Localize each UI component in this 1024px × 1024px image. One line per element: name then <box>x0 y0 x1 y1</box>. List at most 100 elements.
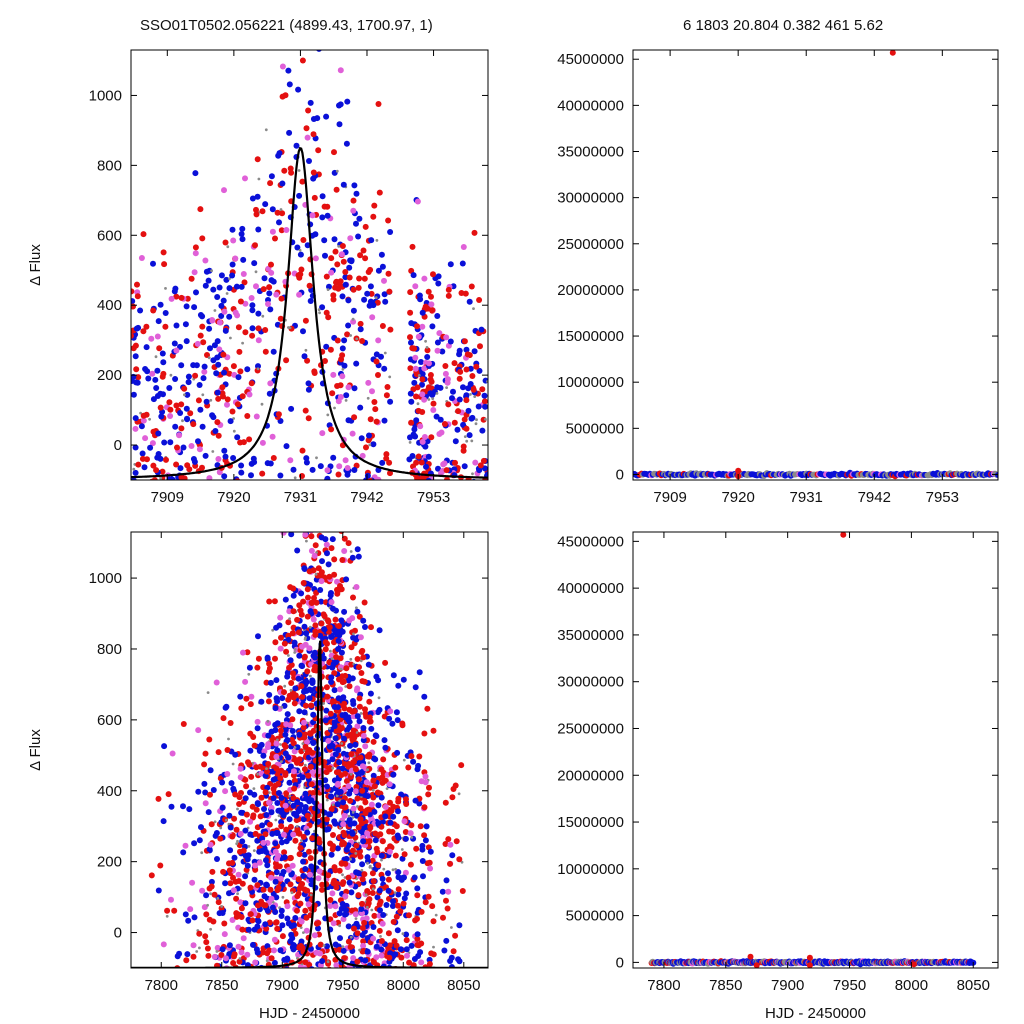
data-point <box>406 912 412 919</box>
data-point <box>165 914 169 918</box>
data-point <box>209 868 216 875</box>
data-point <box>333 279 339 286</box>
data-point <box>467 381 474 387</box>
data-point <box>445 386 448 389</box>
data-point <box>350 207 357 214</box>
data-point <box>461 463 468 470</box>
data-point <box>266 691 273 698</box>
plot-frame <box>130 49 489 481</box>
data-point <box>335 919 342 926</box>
data-point <box>154 367 161 374</box>
data-point <box>278 819 285 825</box>
data-point <box>226 812 233 819</box>
data-point <box>304 242 311 249</box>
data-point <box>158 413 165 420</box>
data-point <box>223 955 229 962</box>
data-point <box>224 396 231 403</box>
data-point <box>332 248 339 255</box>
data-point <box>304 613 311 620</box>
x-tick-label: 7931 <box>284 489 317 506</box>
data-point <box>447 841 454 848</box>
data-point <box>306 686 313 693</box>
data-point <box>293 651 297 654</box>
data-point <box>319 558 325 565</box>
data-point <box>296 731 303 738</box>
data-point <box>426 961 433 967</box>
data-point <box>366 302 373 309</box>
data-point <box>443 877 450 884</box>
data-point <box>154 393 161 399</box>
data-point <box>464 351 471 358</box>
data-point <box>414 936 421 942</box>
data-point <box>425 453 432 460</box>
data-point <box>273 291 280 298</box>
data-point <box>209 398 213 402</box>
data-point <box>305 107 312 114</box>
data-point <box>358 906 365 912</box>
data-point <box>378 852 385 859</box>
data-point <box>206 736 213 743</box>
data-point <box>393 942 400 949</box>
data-point <box>324 467 331 474</box>
data-point <box>335 780 341 787</box>
data-point <box>301 709 308 716</box>
data-point <box>377 831 384 838</box>
data-point <box>409 243 416 250</box>
data-point <box>214 419 221 426</box>
x-tick-label: 7953 <box>926 489 959 506</box>
y-tick-label: 30000000 <box>557 674 624 691</box>
data-point <box>273 677 280 684</box>
data-point <box>186 806 193 813</box>
data-point <box>462 290 469 297</box>
data-point <box>357 252 364 259</box>
data-point <box>304 795 311 802</box>
data-point <box>242 852 249 859</box>
data-point <box>327 897 334 903</box>
data-point <box>167 439 174 446</box>
data-point <box>280 705 284 709</box>
data-point <box>238 231 245 237</box>
right-panel-title: 6 1803 20.804 0.382 461 5.62 <box>683 17 883 34</box>
data-point <box>461 338 468 345</box>
data-point <box>312 255 319 262</box>
data-point <box>280 868 287 875</box>
data-point <box>398 791 405 798</box>
data-point <box>191 304 198 311</box>
data-point <box>288 617 291 621</box>
data-point <box>350 286 357 293</box>
data-point <box>263 812 270 818</box>
data-point <box>386 942 393 949</box>
data-point <box>149 440 156 447</box>
data-point <box>287 165 294 172</box>
data-point <box>184 295 191 302</box>
data-point <box>435 392 439 395</box>
data-point <box>366 714 373 721</box>
data-point <box>337 101 344 108</box>
data-point <box>294 547 301 554</box>
data-point <box>341 700 348 707</box>
data-point <box>389 720 396 727</box>
data-point <box>331 719 338 726</box>
data-point <box>372 837 379 844</box>
data-point <box>239 880 246 887</box>
data-point <box>131 345 137 352</box>
data-point <box>326 413 330 417</box>
data-point <box>284 915 291 922</box>
data-point <box>171 340 178 347</box>
data-point <box>181 385 188 392</box>
data-point <box>283 357 290 364</box>
data-point <box>290 466 297 473</box>
data-point <box>224 818 228 822</box>
data-point <box>297 271 304 278</box>
data-point <box>429 903 436 910</box>
data-point <box>246 664 253 671</box>
data-point <box>370 777 377 784</box>
data-point <box>194 340 201 347</box>
data-point <box>264 128 268 132</box>
data-point <box>342 457 349 464</box>
data-point <box>301 654 308 661</box>
data-point <box>422 303 429 310</box>
data-point <box>160 941 167 948</box>
data-point <box>264 882 270 889</box>
data-point <box>236 348 243 355</box>
